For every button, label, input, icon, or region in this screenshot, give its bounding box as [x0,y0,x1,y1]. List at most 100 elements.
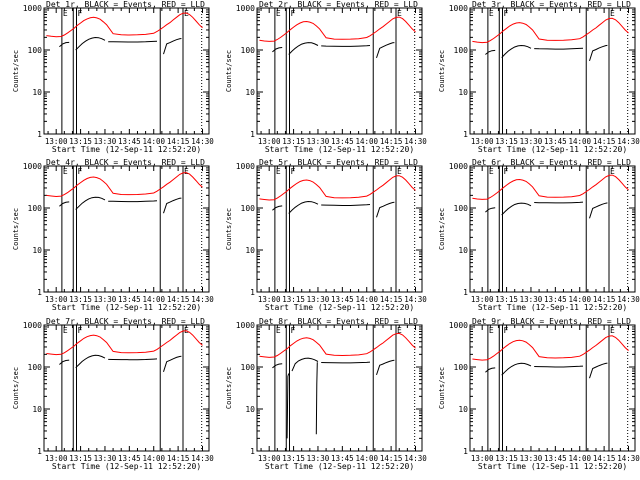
y-tick-label: 1 [463,288,468,297]
x-tick-label: 13:15 [282,137,305,146]
x-tick-label: 13:00 [258,295,281,304]
y-tick-label: 1 [37,447,42,456]
x-tick-label: 13:00 [258,454,281,463]
x-tick-label: 14:30 [404,137,427,146]
x-tick-label: 13:30 [520,137,543,146]
series-events-line [59,201,70,207]
x-tick-label: 13:45 [544,454,567,463]
x-tick-label: 13:00 [471,454,494,463]
x-tick-label: 14:00 [355,295,378,304]
x-tick-label: 14:00 [142,454,165,463]
x-tick-label: 14:00 [568,295,591,304]
panel-det-7: Det 7r, BLACK = Events, RED = LLD 1 10 100 1… [12,317,214,471]
panel-title: Det 7r, BLACK = Events, RED = LLD [46,317,205,326]
y-tick-label: 1000 [236,4,255,13]
y-tick-label: 100 [454,363,469,372]
series-events-line [288,42,319,55]
x-axis-label: Start Time (12-Sep-11 12:52:20) [478,462,627,471]
series-lld-line [46,330,203,356]
panel-title: Det 4r, BLACK = Events, RED = LLD [46,158,205,167]
y-tick-label: 10 [245,246,255,255]
x-tick-label: 13:45 [331,137,354,146]
y-tick-label: 10 [458,88,468,97]
plot-frame [256,165,423,293]
series-events-line [272,205,283,211]
series-events-line [321,45,371,47]
interval-marker-label: E [63,9,68,18]
y-tick-label: 100 [454,46,469,55]
y-axis-label: Counts/sec [225,50,233,92]
series-events-line [501,44,532,58]
x-tick-label: 13:15 [495,137,518,146]
y-tick-label: 100 [454,204,469,213]
interval-marker-label: F [291,9,296,18]
series-events-line [534,47,584,50]
x-tick-label: 13:45 [118,295,141,304]
x-tick-label: 14:30 [191,137,214,146]
plot-frame [43,7,210,135]
y-axis-label: Counts/sec [12,208,20,250]
x-tick-label: 13:45 [544,137,567,146]
series-lld-line [46,12,203,38]
x-tick-label: 14:30 [617,454,640,463]
plot-frame [469,324,636,452]
x-tick-label: 13:30 [307,295,330,304]
y-axis-label: Counts/sec [438,208,446,250]
y-axis-label: Counts/sec [438,50,446,92]
x-tick-label: 14:15 [380,295,403,304]
y-tick-label: 10 [458,405,468,414]
y-tick-label: 100 [241,204,256,213]
y-tick-label: 1 [250,130,255,139]
x-axis-label: Start Time (12-Sep-11 12:52:20) [52,145,201,154]
interval-marker-label: E [397,9,402,18]
series-events-line [75,196,106,210]
x-tick-label: 13:15 [69,137,92,146]
x-tick-label: 13:30 [520,295,543,304]
plot-frame [43,165,210,293]
panel-title: Det 9r, BLACK = Events, RED = LLD [472,317,631,326]
interval-marker-label: F [78,167,83,176]
series-events-line [589,44,608,62]
x-axis-label: Start Time (12-Sep-11 12:52:20) [478,303,627,312]
series-lld-line [472,17,629,44]
series-events-line [163,38,182,55]
panel-title: Det 8r, BLACK = Events, RED = LLD [259,317,418,326]
y-tick-label: 1000 [23,321,42,330]
x-axis-label: Start Time (12-Sep-11 12:52:20) [478,145,627,154]
series-events-line [315,362,318,435]
series-lld-line [472,174,629,200]
y-tick-label: 10 [32,88,42,97]
y-tick-label: 1000 [23,4,42,13]
x-tick-label: 13:45 [544,295,567,304]
x-tick-label: 13:00 [45,137,68,146]
series-events-line [589,202,608,219]
x-axis-label: Start Time (12-Sep-11 12:52:20) [265,145,414,154]
x-tick-label: 13:00 [45,295,68,304]
x-tick-label: 14:15 [167,137,190,146]
y-tick-label: 1 [250,288,255,297]
series-events-line [75,354,106,369]
panel-det-4: Det 4r, BLACK = Events, RED = LLD 1 10 100 1… [12,158,214,312]
x-tick-label: 13:45 [331,454,354,463]
x-tick-label: 14:30 [404,454,427,463]
interval-marker-label: E [63,326,68,335]
x-tick-label: 14:15 [380,454,403,463]
series-events-line [272,47,283,53]
plot-frame [469,165,636,293]
y-tick-label: 1000 [236,162,255,171]
y-tick-label: 100 [28,363,43,372]
series-events-line [485,367,496,373]
series-events-line [485,49,496,55]
x-tick-label: 14:00 [568,454,591,463]
panel-det-8: Det 8r, BLACK = Events, RED = LLD 1 10 100 1… [225,317,427,471]
x-tick-label: 14:30 [617,295,640,304]
y-tick-label: 1 [37,288,42,297]
interval-marker-label: E [63,167,68,176]
y-axis-label: Counts/sec [225,367,233,409]
x-tick-label: 13:30 [94,137,117,146]
x-tick-label: 13:00 [258,137,281,146]
plot-frame [469,7,636,135]
y-tick-label: 10 [32,246,42,255]
series-events-line [291,357,319,372]
series-events-line [108,40,158,43]
